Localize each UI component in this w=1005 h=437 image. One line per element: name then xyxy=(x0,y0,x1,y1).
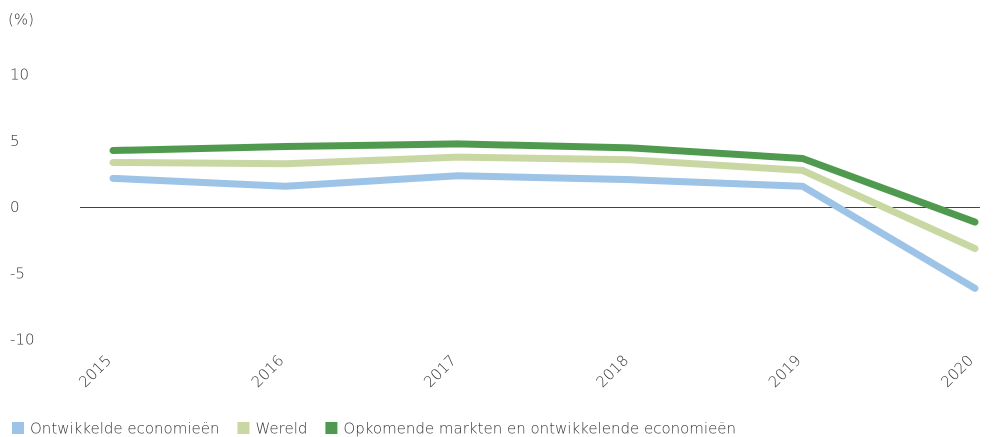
legend-swatch xyxy=(12,422,24,434)
y-tick-label: -5 xyxy=(10,264,25,282)
y-tick-label: 10 xyxy=(10,66,29,84)
x-tick-label: 2015 xyxy=(75,351,115,391)
series-line xyxy=(109,140,979,226)
y-tick-label: 5 xyxy=(10,132,20,150)
y-tick-label: 0 xyxy=(10,198,20,216)
x-tick-label: 2020 xyxy=(937,351,977,391)
legend-label: Wereld xyxy=(255,420,307,437)
x-tick-label: 2019 xyxy=(765,351,805,391)
y-axis-label: (%) xyxy=(8,11,34,29)
x-tick-label: 2017 xyxy=(420,351,460,391)
x-tick-label: 2016 xyxy=(248,351,288,391)
y-tick-label: -10 xyxy=(10,331,35,349)
x-tick-label: 2018 xyxy=(592,351,632,391)
legend-label: Opkomende markten en ontwikkelende econo… xyxy=(343,420,736,437)
legend-swatch xyxy=(325,422,338,434)
legend-label: Ontwikkelde economieën xyxy=(30,420,219,437)
series-line xyxy=(109,172,979,292)
series-line xyxy=(109,153,979,253)
legend-swatch xyxy=(237,422,250,434)
